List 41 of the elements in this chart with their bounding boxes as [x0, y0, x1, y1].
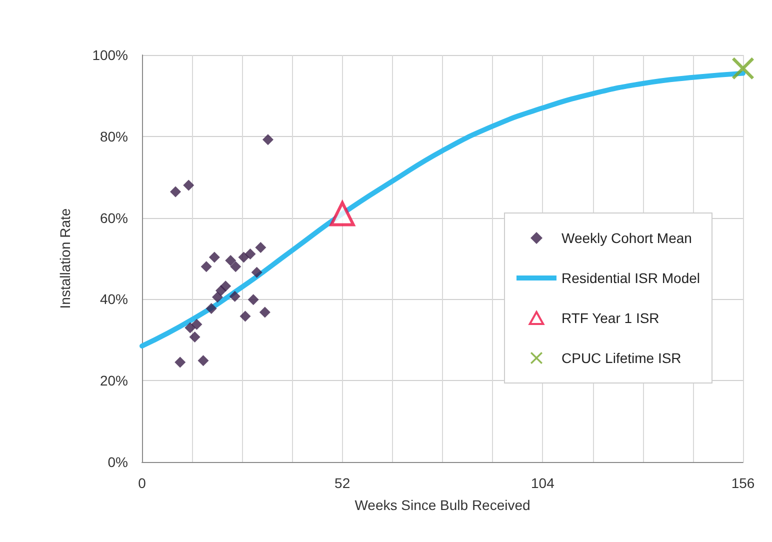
- point: [198, 355, 209, 366]
- point: [184, 322, 196, 334]
- point: [248, 294, 259, 306]
- x-axis-title: Weeks Since Bulb Received: [354, 497, 530, 513]
- point: [225, 255, 236, 266]
- x-tick-label: 104: [530, 475, 555, 491]
- point: [229, 290, 240, 302]
- point: [230, 261, 242, 272]
- y-tick-label: 80%: [100, 128, 128, 144]
- x-tick-label: 0: [138, 475, 146, 491]
- y-tick-label: 40%: [100, 291, 128, 308]
- y-tick-label: 100%: [92, 47, 128, 63]
- point: [215, 285, 226, 296]
- point: [200, 261, 212, 272]
- point: [212, 292, 224, 303]
- point: [206, 303, 217, 314]
- legend-label: CPUC Lifetime ISR: [561, 350, 682, 366]
- point: [183, 180, 194, 191]
- point: [732, 57, 754, 80]
- legend-label: Weekly Cohort Mean: [561, 230, 692, 246]
- y-tick-label: 20%: [100, 372, 128, 389]
- point: [240, 310, 251, 322]
- point: [251, 266, 262, 278]
- x-tick-label: 52: [334, 475, 350, 491]
- y-axis-title: Installation Rate: [57, 208, 73, 309]
- y-tick-label: 0%: [108, 454, 128, 470]
- x-tick-label: 156: [731, 475, 755, 491]
- point: [262, 134, 274, 146]
- point: [238, 252, 250, 263]
- point: [330, 201, 355, 226]
- legend-label: Residential ISR Model: [561, 270, 700, 286]
- legend-label: RTF Year 1 ISR: [561, 310, 660, 326]
- point: [191, 318, 202, 330]
- point: [189, 332, 200, 343]
- point: [244, 248, 256, 260]
- point: [170, 186, 182, 198]
- point: [208, 252, 220, 263]
- point: [259, 306, 270, 318]
- y-tick-label: 60%: [100, 210, 128, 226]
- point: [255, 242, 266, 254]
- point: [174, 356, 186, 368]
